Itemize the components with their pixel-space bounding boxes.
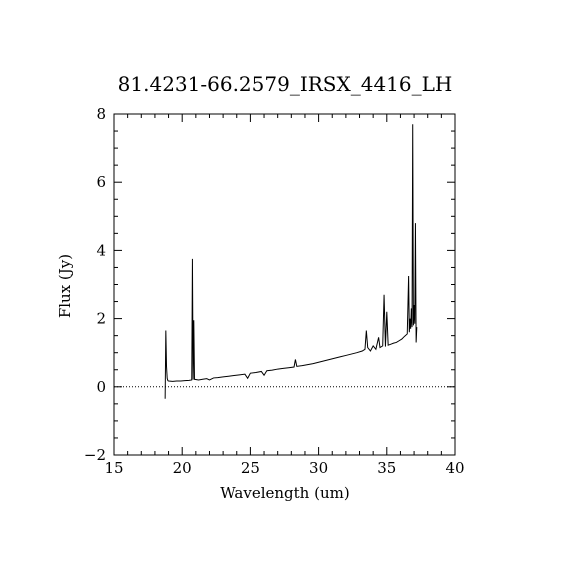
spectrum-line bbox=[164, 124, 418, 399]
x-tick-label: 20 bbox=[173, 459, 192, 477]
y-tick-label: 6 bbox=[96, 173, 106, 191]
x-tick-label: 15 bbox=[104, 459, 123, 477]
x-tick-label: 35 bbox=[377, 459, 396, 477]
y-tick-label: 0 bbox=[96, 378, 106, 396]
plot-frame bbox=[113, 113, 456, 456]
x-tick-label: 30 bbox=[309, 459, 328, 477]
x-tick-label: 40 bbox=[445, 459, 464, 477]
x-axis-label: Wavelength (um) bbox=[220, 484, 349, 502]
x-tick-label: 25 bbox=[241, 459, 260, 477]
y-tick-label: 8 bbox=[96, 105, 106, 123]
chart-title: 81.4231-66.2579_IRSX_4416_LH bbox=[118, 72, 453, 96]
y-axis-label: Flux (Jy) bbox=[56, 254, 74, 318]
y-tick-label: 2 bbox=[96, 310, 106, 328]
plot-area: 15 20 25 30 35 40 −2 0 2 4 6 8 bbox=[84, 105, 465, 477]
y-tick-label: −2 bbox=[84, 446, 106, 464]
y-tick-label: 4 bbox=[96, 241, 106, 259]
